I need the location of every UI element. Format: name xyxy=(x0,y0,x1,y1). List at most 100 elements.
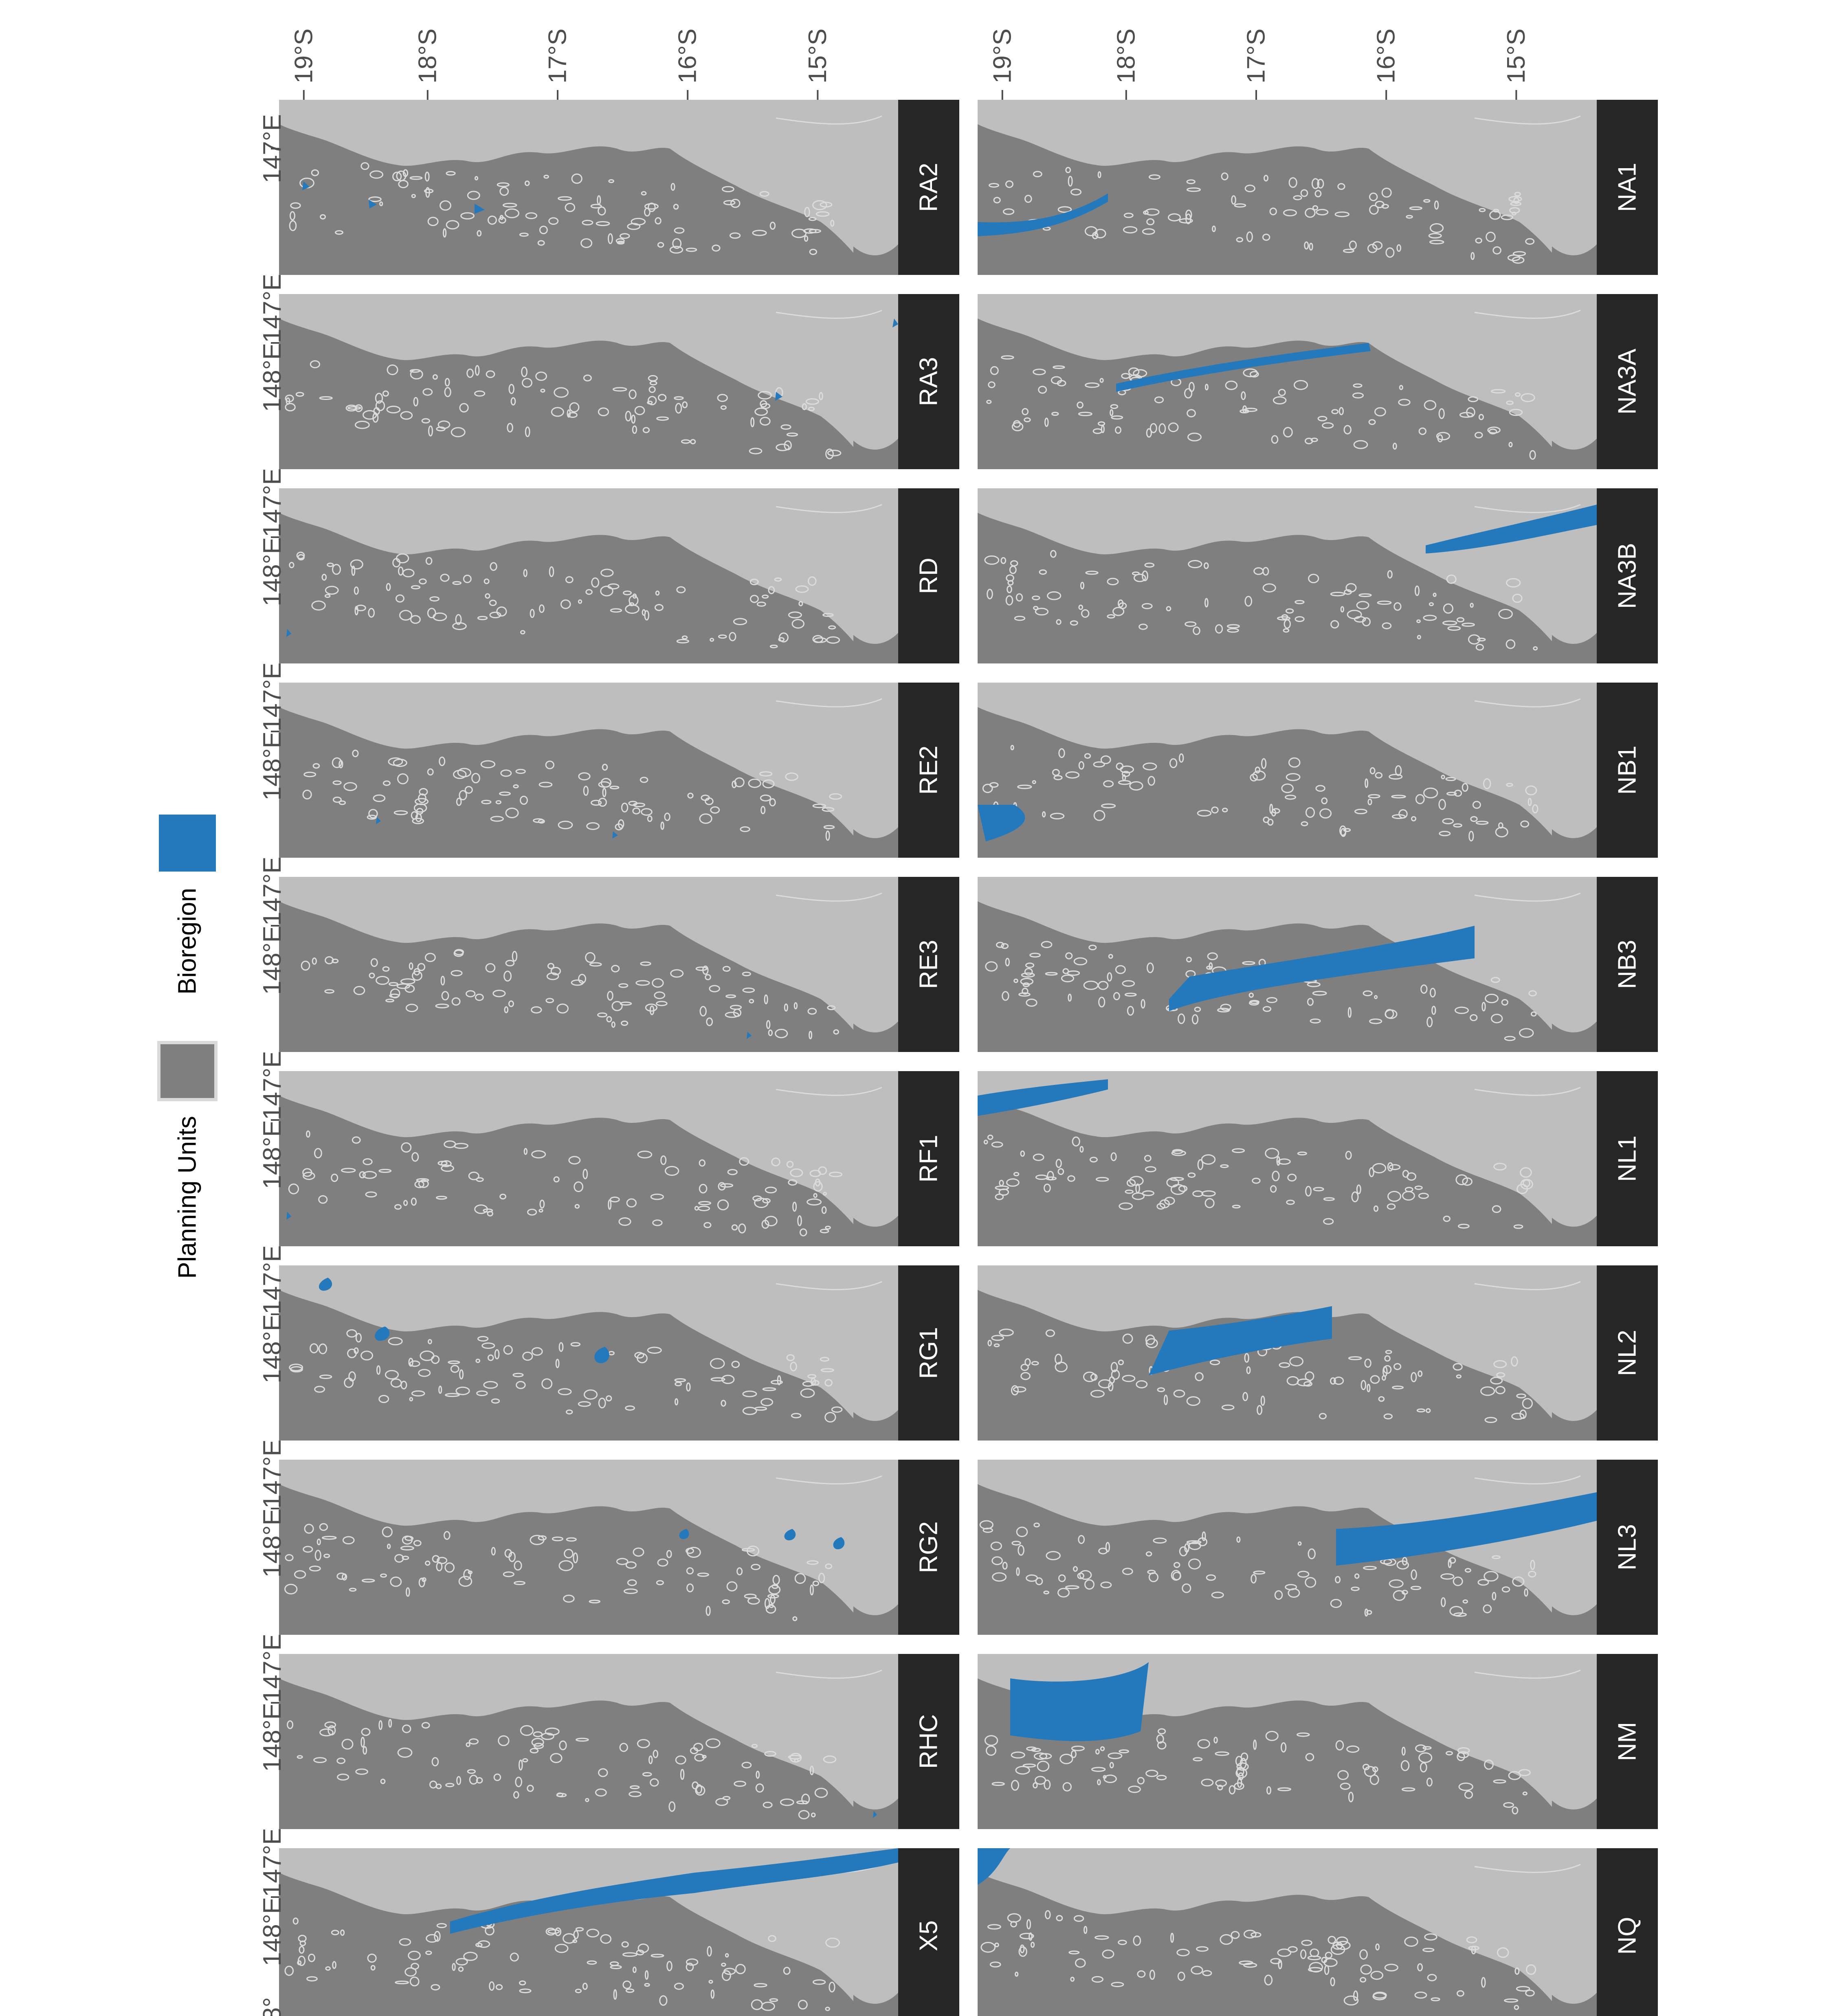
reef-outline xyxy=(1347,610,1362,619)
reef-outline xyxy=(752,230,767,236)
reef-outline xyxy=(565,203,576,212)
reef-outline xyxy=(1154,396,1164,404)
reef-outline xyxy=(1186,187,1201,192)
reef-outline xyxy=(990,1542,1002,1550)
reef-outline xyxy=(1516,1393,1526,1399)
panel-re3: RE3 xyxy=(279,877,959,1052)
reef-outline xyxy=(490,562,497,571)
reef-outline xyxy=(749,595,759,603)
reef-outline xyxy=(600,586,613,597)
reef-outline xyxy=(697,1572,709,1577)
reef-outline xyxy=(1493,1163,1507,1171)
reef-outline xyxy=(808,217,817,221)
reef-outline xyxy=(1343,248,1354,253)
reef-outline xyxy=(498,1735,510,1746)
reef-outline xyxy=(1032,595,1040,600)
reef-outline xyxy=(1285,608,1294,614)
reef-outline xyxy=(740,826,750,832)
reef-outline xyxy=(1446,574,1457,584)
reef-outline xyxy=(1506,639,1516,649)
reef-outline xyxy=(1201,1190,1216,1197)
reef-outline xyxy=(1273,396,1287,404)
reef-outline xyxy=(809,229,821,233)
reef-outline xyxy=(1493,209,1499,213)
reef-outline xyxy=(395,594,404,603)
rotated-plot-group: NA1NA3ANA3BNB1NB3NL1NL2NL3NMNQRA2RA3RDRE… xyxy=(157,29,1658,2016)
reef-outline xyxy=(721,186,734,193)
reef-outline xyxy=(419,578,427,585)
reef-outline xyxy=(539,604,545,613)
reef-outline xyxy=(1367,244,1378,253)
reef-outline xyxy=(1007,585,1012,593)
reef-outline xyxy=(647,400,653,405)
reef-outline xyxy=(1127,1006,1134,1016)
reef-outline xyxy=(797,1215,802,1226)
reef-outline xyxy=(1456,1990,1464,1997)
reef-outline xyxy=(760,806,766,815)
reef-outline xyxy=(765,1186,777,1194)
reef-outline xyxy=(401,1142,412,1153)
reef-outline xyxy=(1011,1780,1019,1791)
reef-outline xyxy=(519,1980,526,1985)
reef-outline xyxy=(731,1361,740,1368)
reef-outline xyxy=(1462,783,1468,792)
reef-outline xyxy=(982,784,993,793)
reef-outline xyxy=(1039,569,1047,575)
reef-outline xyxy=(660,1155,667,1165)
reef-outline xyxy=(1097,421,1106,426)
reef-outline xyxy=(1522,1791,1528,1796)
reef-outline xyxy=(1236,1766,1244,1777)
reef-outline xyxy=(629,1791,642,1797)
reef-outline xyxy=(557,196,572,201)
reef-outline xyxy=(1017,784,1032,789)
reef-outline xyxy=(1142,228,1155,235)
panel-nq: NQ xyxy=(978,1848,1658,2016)
reef-outline xyxy=(1369,767,1376,775)
reef-outline xyxy=(394,1204,402,1210)
bioregion-area xyxy=(978,193,1108,236)
reef-outline xyxy=(1193,626,1200,635)
reef-outline xyxy=(475,365,480,376)
reef-outline xyxy=(332,757,342,768)
reef-outline xyxy=(1345,1151,1352,1160)
reef-outline xyxy=(427,608,436,619)
mainland-coast xyxy=(978,1265,1597,1441)
reef-outline xyxy=(1081,609,1090,618)
reef-outline xyxy=(369,170,384,179)
reef-outline xyxy=(438,1386,442,1394)
reef-outline xyxy=(1530,1559,1535,1570)
reef-outline xyxy=(1103,780,1114,788)
reef-outline xyxy=(1501,999,1508,1006)
reef-outline xyxy=(809,1030,813,1039)
reef-outline xyxy=(1146,218,1155,226)
reef-outline xyxy=(1122,1333,1133,1344)
panel-na3b: NA3B xyxy=(978,488,1658,663)
reef-outline xyxy=(1157,1387,1165,1392)
panel-nl1: NL1 xyxy=(978,1071,1658,1246)
reef-outline xyxy=(1251,1574,1257,1584)
reef-outline xyxy=(1520,820,1530,828)
reef-outline xyxy=(1525,238,1535,245)
reef-outline xyxy=(1126,1179,1136,1187)
reef-outline xyxy=(1119,1749,1129,1754)
reef-outline xyxy=(991,1782,1005,1786)
reef-outline xyxy=(1530,1011,1537,1017)
reef-outline xyxy=(345,404,358,412)
outer-reef-line xyxy=(776,1281,882,1290)
reef-outline xyxy=(622,1952,637,1957)
reef-outline xyxy=(648,375,658,382)
reef-outline xyxy=(1313,1187,1324,1192)
reef-outline xyxy=(1013,978,1018,983)
reef-outline xyxy=(303,771,316,777)
reef-outline xyxy=(717,1199,729,1210)
reef-outline xyxy=(769,1594,776,1604)
reef-outline xyxy=(608,233,613,244)
reef-outline xyxy=(413,803,427,813)
reef-outline xyxy=(1420,1762,1427,1773)
reef-outline xyxy=(654,991,666,999)
reef-outline xyxy=(1348,1356,1362,1360)
reef-outline xyxy=(620,1001,632,1006)
reef-outline xyxy=(1050,813,1065,819)
reef-outline xyxy=(1085,571,1099,575)
reef-outline xyxy=(393,758,407,767)
